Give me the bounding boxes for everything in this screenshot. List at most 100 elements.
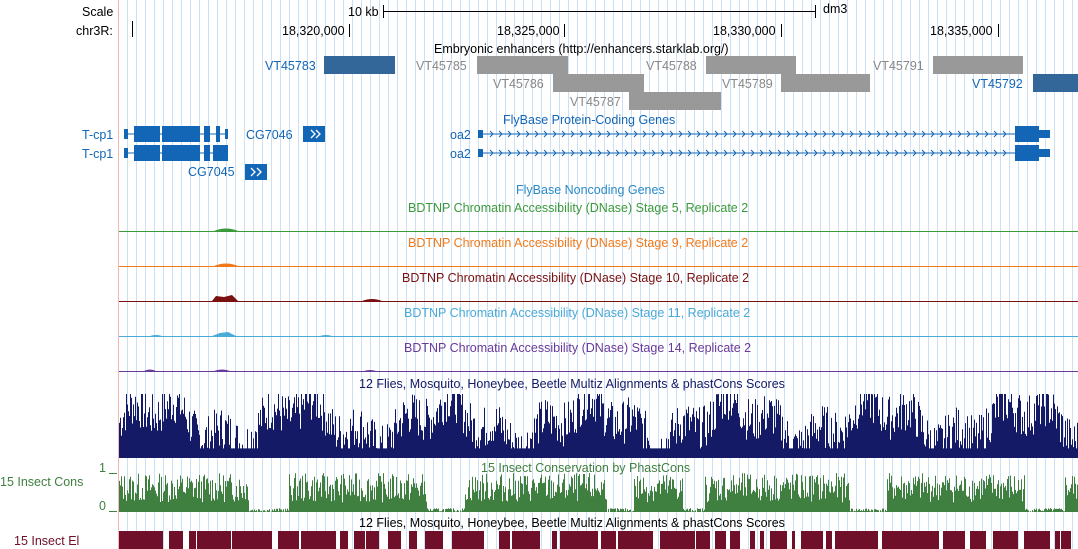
enhancer-vt45785[interactable] [477, 56, 568, 74]
gene-model-t-cp1-a[interactable] [124, 126, 228, 142]
conserved-element [219, 531, 231, 549]
conserved-element [1038, 531, 1050, 549]
multiz-track-title: 12 Flies, Mosquito, Honeybee, Beetle Mul… [359, 377, 785, 391]
insect-cons-signal[interactable] [119, 473, 1078, 512]
enhancer-label-vt45787[interactable]: VT45787 [570, 95, 621, 109]
enhancer-label-vt45788[interactable]: VT45788 [646, 59, 697, 73]
gene-label-t-cp1-a[interactable]: T-cp1 [82, 128, 114, 142]
conserved-element [850, 531, 855, 549]
enhancer-label-vt45785[interactable]: VT45785 [416, 59, 467, 73]
insect-el-elements[interactable] [119, 531, 1078, 549]
enhancer-vt45792[interactable] [1033, 74, 1078, 92]
conserved-element [943, 531, 954, 549]
gene-model-oa2-b[interactable] [478, 145, 1050, 161]
gene-model-cg7045[interactable] [245, 164, 267, 180]
conserved-element [354, 531, 365, 549]
conserved-element [899, 531, 905, 549]
conserved-element [149, 531, 163, 549]
conserved-element [863, 531, 872, 549]
enhancer-label-vt45789[interactable]: VT45789 [722, 77, 773, 91]
gene-label-oa2-b[interactable]: oa2 [450, 147, 471, 161]
enhancer-vt45783[interactable] [324, 56, 395, 74]
conserved-element [285, 531, 299, 549]
conserved-element [471, 531, 484, 549]
enhancer-label-vt45792[interactable]: VT45792 [972, 77, 1023, 91]
gene-models[interactable] [0, 0, 1078, 200]
enhancer-vt45791[interactable] [933, 56, 1023, 74]
conserved-element [696, 531, 710, 549]
conserved-element [669, 531, 675, 549]
dnase-stage11-baseline [119, 336, 1078, 337]
ruler-position-2: 18,325,000 [497, 24, 560, 38]
conserved-element [760, 531, 764, 549]
conserved-element [792, 531, 795, 549]
conserved-element [552, 531, 557, 549]
conserved-element [452, 531, 467, 549]
conserved-element [646, 531, 653, 549]
enhancer-vt45787[interactable] [629, 92, 721, 110]
gene-label-cg7045[interactable]: CG7045 [188, 165, 235, 179]
scale-bar-right-cap [815, 5, 816, 18]
conserved-element [993, 531, 1007, 549]
conserved-element [660, 531, 669, 549]
gene-model-t-cp1-b[interactable] [124, 145, 228, 161]
conserved-element [1024, 531, 1027, 549]
insect-cons-ymax: 1 [99, 461, 106, 475]
dnase-stage10-peak [212, 295, 382, 301]
conserved-element [618, 531, 630, 549]
enhancer-vt45788[interactable] [706, 56, 796, 74]
scale-bar-left-cap [383, 5, 384, 18]
enhancer-label-vt45783[interactable]: VT45783 [265, 59, 316, 73]
chrom-label: chr3R: [76, 24, 113, 38]
conserved-element [1007, 531, 1018, 549]
conserved-element [467, 531, 471, 549]
conserved-element [560, 531, 574, 549]
conserved-element [686, 531, 695, 549]
conserved-element [169, 531, 171, 549]
enhancer-label-vt45786[interactable]: VT45786 [493, 77, 544, 91]
enhancer-label-vt45791[interactable]: VT45791 [873, 59, 924, 73]
gene-label-cg7046[interactable]: CG7046 [246, 128, 293, 142]
dnase-stage9-peak [214, 263, 238, 266]
dnase-stage5-peak [214, 228, 238, 231]
multiz-signal[interactable] [119, 394, 1078, 458]
conserved-element [171, 531, 174, 549]
enhancers-track-title: Embryonic enhancers (http://enhancers.st… [434, 42, 729, 56]
conserved-element [439, 531, 443, 549]
conserved-element [323, 531, 334, 549]
scale-label: Scale [82, 5, 114, 19]
enhancer-vt45789[interactable] [781, 74, 870, 92]
conserved-element [885, 531, 899, 549]
gene-label-oa2-a[interactable]: oa2 [450, 128, 471, 142]
ruler-tick-2 [564, 24, 565, 37]
conserved-element [340, 531, 348, 549]
conserved-element [770, 531, 777, 549]
insect-cons-ymin-tick [109, 511, 117, 512]
gene-model-cg7046[interactable] [303, 126, 325, 142]
conserved-element [777, 531, 787, 549]
dnase-stage14-title: BDTNP Chromatin Accessibility (DNase) St… [404, 341, 752, 355]
enhancer-vt45786[interactable] [553, 74, 644, 92]
conserved-element [278, 531, 285, 549]
insect-cons-side-label[interactable]: 15 Insect Cons [0, 475, 84, 489]
conserved-element [675, 531, 686, 549]
conserved-element [197, 531, 211, 549]
gene-model-oa2-a[interactable] [478, 126, 1050, 142]
insect-el-side-label[interactable]: 15 Insect El [14, 534, 80, 548]
scale-bar [383, 11, 816, 12]
conserved-element [835, 531, 850, 549]
dnase-stage9-baseline [119, 266, 1078, 267]
conserved-element [211, 531, 219, 549]
dnase-stage11-title: BDTNP Chromatin Accessibility (DNase) St… [404, 306, 751, 320]
scale-bar-label: 10 kb [348, 5, 379, 19]
conserved-element [409, 531, 417, 549]
conserved-element [366, 531, 379, 549]
noncoding-track-title: FlyBase Noncoding Genes [516, 183, 665, 197]
multiz-area [119, 394, 1078, 458]
gene-label-t-cp1-b[interactable]: T-cp1 [82, 147, 114, 161]
conserved-element [970, 531, 972, 549]
conserved-element [641, 531, 646, 549]
conserved-element [520, 531, 527, 549]
conserved-element [574, 531, 589, 549]
